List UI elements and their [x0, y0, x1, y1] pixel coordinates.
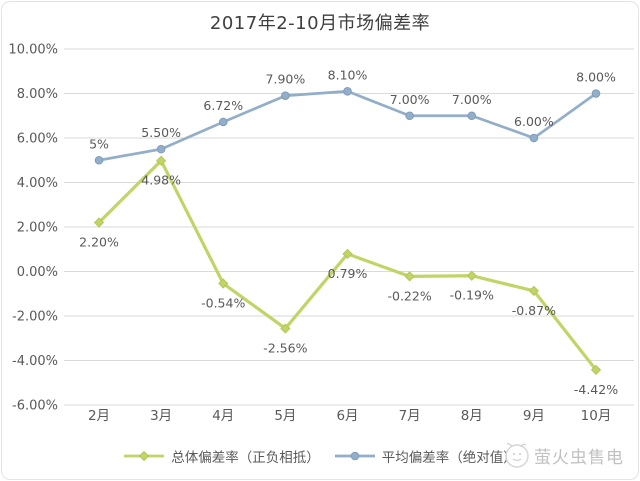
watermark-text: 萤火虫售电: [534, 447, 624, 468]
y-axis-tick-label: -6.00%: [12, 399, 58, 414]
legend-marker-shape: [350, 451, 360, 461]
x-axis-tick-label: 9月: [523, 408, 545, 424]
data-point-label: 8.10%: [328, 67, 368, 82]
data-point-marker: [218, 278, 229, 289]
data-point-label: 6.72%: [203, 98, 243, 113]
data-point-label: -0.22%: [388, 288, 432, 303]
data-point-label: 7.00%: [390, 92, 430, 107]
watermark: 萤火虫售电: [502, 440, 624, 470]
y-axis-tick-label: 2.00%: [17, 221, 58, 236]
x-axis-tick-label: 6月: [336, 408, 358, 424]
y-axis-tick-label: -2.00%: [12, 310, 58, 325]
chart-legend: 总体偏差率（正负相抵） 平均偏差率（绝对值）: [2, 446, 638, 466]
legend-item-average-deviation: 平均偏差率（绝对值）: [334, 446, 517, 466]
y-axis-tick-label: -4.00%: [12, 354, 58, 369]
firefly-mascot-icon: [505, 443, 529, 468]
data-point-label: 7.00%: [452, 92, 492, 107]
x-axis-tick-label: 2月: [88, 408, 110, 424]
data-point-label: 4.98%: [141, 173, 181, 188]
data-point-marker: [528, 285, 539, 296]
legend-marker-overall-icon: [124, 450, 165, 462]
data-point-marker: [218, 117, 228, 127]
data-point-marker: [466, 270, 477, 281]
y-axis-tick-label: 0.00%: [17, 265, 58, 280]
x-axis-tick-label: 7月: [399, 408, 421, 424]
data-point-marker: [343, 86, 352, 96]
data-point-marker: [280, 323, 291, 334]
data-point-label: 7.90%: [266, 72, 306, 87]
data-point-marker: [405, 111, 414, 121]
data-point-marker: [93, 217, 105, 228]
y-axis-tick-label: 4.00%: [17, 176, 58, 191]
data-point-label: 5.50%: [141, 125, 181, 140]
overall-deviation-series: [93, 155, 602, 375]
average-deviation-series: [94, 86, 601, 165]
data-point-marker: [590, 364, 602, 375]
data-point-marker: [342, 248, 353, 260]
line-chart: 10.00% 8.00% 6.00% 4.00% 2.00% 0.00% -2.00% -4.…: [8, 43, 634, 424]
y-axis-tick-label: 6.00%: [17, 132, 58, 147]
data-point-label: -0.87%: [512, 303, 556, 318]
data-point-label: -0.54%: [201, 296, 245, 311]
data-point-marker: [529, 133, 539, 143]
x-axis-tick-label: 8月: [461, 408, 483, 424]
data-point-label: 6.00%: [514, 114, 554, 129]
data-point-label: -0.19%: [450, 288, 494, 303]
data-point-marker: [94, 155, 104, 165]
data-point-label: 5%: [89, 136, 109, 151]
chart-title: 2017年2-10月市场偏差率: [209, 13, 431, 34]
data-point-label: -2.56%: [263, 340, 307, 355]
data-point-label: 8.00%: [576, 70, 616, 85]
legend-label-overall-deviation: 总体偏差率（正负相抵）: [171, 450, 320, 466]
data-point-label: 2.20%: [79, 235, 119, 250]
data-point-marker: [156, 144, 166, 154]
x-axis-tick-label: 4月: [212, 408, 234, 424]
data-point-label: 0.79%: [328, 266, 368, 281]
x-axis-tick-label: 5月: [274, 408, 296, 424]
data-point-marker: [591, 89, 601, 98]
data-point-marker: [404, 271, 415, 282]
data-point-marker: [156, 155, 167, 166]
legend-marker-average-icon: [334, 451, 375, 461]
data-point-marker: [467, 111, 477, 121]
legend-label-average-deviation: 平均偏差率（绝对值）: [381, 450, 517, 466]
legend-item-overall-deviation: 总体偏差率（正负相抵）: [123, 446, 320, 466]
data-point-label: -4.42%: [574, 382, 618, 397]
x-axis-tick-label: 10月: [581, 408, 612, 424]
x-axis-tick-label: 3月: [150, 408, 172, 424]
y-axis-tick-label: 8.00%: [17, 87, 58, 102]
data-point-marker: [281, 91, 290, 101]
y-axis-tick-label: 10.00%: [8, 43, 58, 58]
legend-marker-shape: [139, 450, 150, 462]
